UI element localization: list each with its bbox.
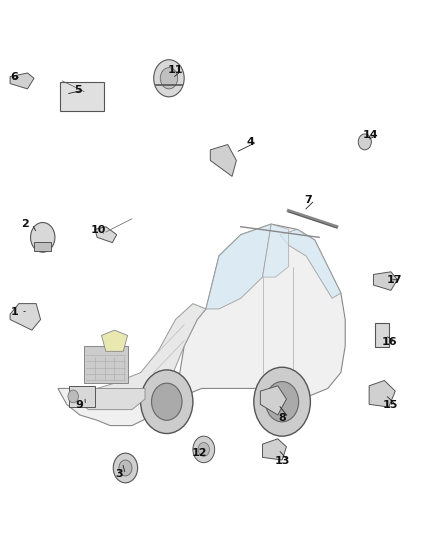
Text: 12: 12 [192, 448, 207, 458]
Polygon shape [10, 73, 34, 89]
Text: 7: 7 [304, 195, 312, 205]
Text: 15: 15 [382, 400, 398, 410]
Polygon shape [10, 304, 41, 330]
Bar [60, 82, 104, 111]
Circle shape [358, 134, 371, 150]
Text: 10: 10 [90, 225, 106, 236]
Text: 4: 4 [247, 137, 254, 147]
Circle shape [119, 460, 132, 476]
Text: 14: 14 [363, 130, 378, 140]
Bar [69, 386, 95, 407]
Text: 5: 5 [74, 85, 81, 95]
Polygon shape [75, 389, 145, 410]
Polygon shape [374, 272, 397, 290]
Polygon shape [97, 304, 206, 391]
Text: 9: 9 [75, 400, 83, 410]
Circle shape [154, 60, 184, 97]
Circle shape [160, 68, 178, 89]
Circle shape [113, 453, 138, 483]
Text: 3: 3 [115, 470, 123, 479]
Polygon shape [260, 386, 286, 415]
Circle shape [198, 442, 209, 456]
Circle shape [31, 222, 55, 252]
Bar [375, 324, 389, 348]
Text: 1: 1 [11, 306, 18, 317]
Bar [34, 242, 51, 251]
Polygon shape [262, 224, 289, 277]
Circle shape [141, 370, 193, 433]
Polygon shape [262, 439, 286, 460]
Text: 6: 6 [11, 71, 18, 82]
Polygon shape [210, 144, 237, 176]
Bar [84, 346, 127, 383]
Polygon shape [369, 381, 395, 407]
Circle shape [193, 436, 215, 463]
Circle shape [68, 390, 78, 403]
Polygon shape [58, 224, 345, 425]
Text: 17: 17 [387, 274, 402, 285]
Polygon shape [102, 330, 127, 351]
Text: 8: 8 [278, 413, 286, 423]
Circle shape [152, 383, 182, 420]
Polygon shape [95, 227, 117, 243]
Text: 2: 2 [21, 219, 29, 229]
Text: 13: 13 [275, 456, 290, 466]
Text: 16: 16 [382, 337, 397, 347]
Circle shape [265, 382, 299, 422]
Polygon shape [280, 229, 341, 298]
Polygon shape [206, 224, 271, 309]
Text: 11: 11 [168, 66, 183, 75]
Circle shape [254, 367, 311, 436]
